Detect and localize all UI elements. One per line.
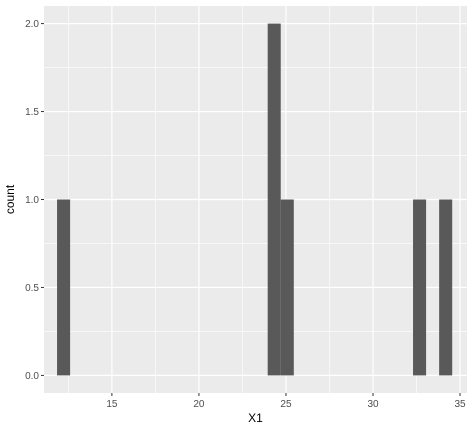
y-tick-label: 0.0 xyxy=(25,371,39,382)
x-tick-label: 35 xyxy=(454,399,466,410)
x-tick-label: 15 xyxy=(106,399,118,410)
x-axis: 15 20 25 30 35 xyxy=(106,393,466,410)
histogram-bar xyxy=(439,199,453,376)
y-tick-label: 1.5 xyxy=(25,107,39,118)
y-tick-label: 2.0 xyxy=(25,19,39,30)
y-axis-title: count xyxy=(3,184,17,214)
x-tick-label: 20 xyxy=(193,399,205,410)
x-tick-label: 25 xyxy=(280,399,292,410)
histogram-bar xyxy=(267,23,281,376)
y-tick-label: 0.5 xyxy=(25,283,39,294)
x-axis-title: X1 xyxy=(248,411,263,425)
histogram-bar xyxy=(57,199,71,376)
histogram-bar xyxy=(413,199,427,376)
histogram-bars xyxy=(57,23,453,376)
major-gridlines xyxy=(44,6,467,393)
histogram-bar xyxy=(280,199,294,376)
x-tick-label: 30 xyxy=(367,399,379,410)
y-axis: 0.0 0.5 1.0 1.5 2.0 xyxy=(25,19,44,382)
y-tick-label: 1.0 xyxy=(25,195,39,206)
